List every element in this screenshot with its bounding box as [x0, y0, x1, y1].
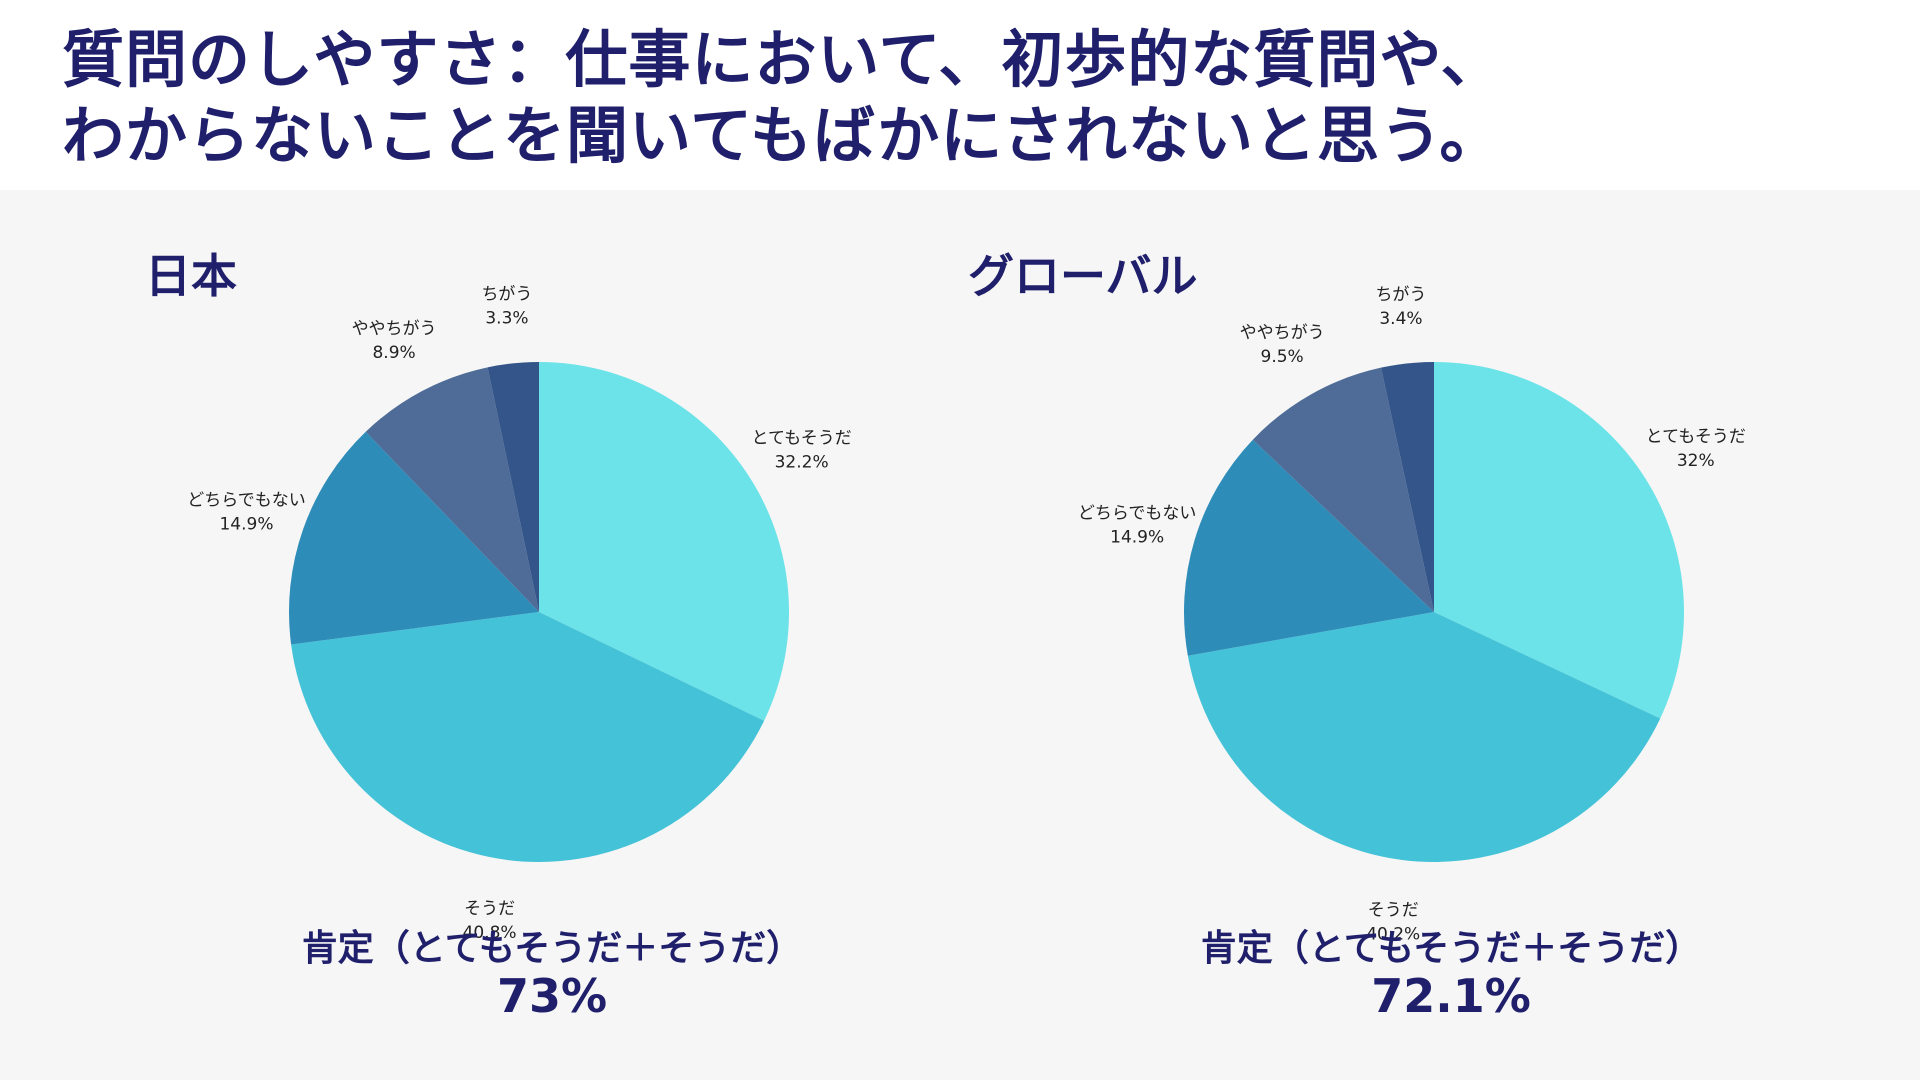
- japan-slice-label-agree: そうだ 40.8%: [463, 899, 517, 943]
- japan-slice-label-strongly-agree: とてもそうだ 32.2%: [751, 428, 851, 472]
- slice-value-label: 32.2%: [775, 452, 829, 472]
- slice-category-label: とてもそうだ: [751, 428, 851, 448]
- page-title-line-2: わからないことを聞いてもばかにされないと思う。: [62, 99, 1503, 172]
- global-pie-chart: とてもそうだ 32% そうだ 40.2% どちらでもない 14.9% ややちがう 9.5% ちが…: [1078, 285, 1746, 945]
- japan-slice-neutral: [289, 431, 539, 645]
- charts-panel: 日本 とてもそうだ 32.2% そうだ 40.8% どちらでもない 14.9% ややちがう 8…: [0, 190, 1920, 1080]
- japan-chart-title: 日本: [145, 249, 237, 303]
- global-slice-strongly-agree: [1434, 362, 1684, 719]
- slice-value-label: 40.8%: [463, 923, 517, 943]
- global-slice-label-somewhat-disagree: ややちがう 9.5%: [1240, 323, 1325, 367]
- global-summary-value: 72.1%: [1371, 969, 1531, 1023]
- slice-category-label: ちがう: [1375, 285, 1426, 305]
- slice-value-label: 32%: [1677, 451, 1715, 471]
- japan-slice-somewhat-disagree: [365, 367, 539, 612]
- global-summary-label: 肯定（とてもそうだ＋そうだ）: [1200, 928, 1702, 969]
- japan-summary-value: 73%: [496, 969, 608, 1023]
- slice-category-label: どちらでもない: [1078, 504, 1197, 524]
- slice-category-label: ややちがう: [352, 319, 437, 339]
- slice-category-label: そうだ: [464, 899, 515, 919]
- global-slice-label-disagree: ちがう 3.4%: [1375, 285, 1426, 329]
- slice-category-label: とてもそうだ: [1646, 427, 1746, 447]
- japan-chart: 日本 とてもそうだ 32.2% そうだ 40.8% どちらでもない 14.9% ややちがう 8…: [0, 190, 960, 1080]
- japan-slice-label-neutral: どちらでもない 14.9%: [187, 490, 306, 534]
- slice-value-label: 3.3%: [485, 309, 528, 329]
- slice-category-label: そうだ: [1368, 900, 1419, 920]
- slice-value-label: 8.9%: [372, 343, 415, 363]
- japan-slice-agree: [291, 612, 765, 862]
- slice-category-label: どちらでもない: [187, 490, 306, 510]
- global-chart: グローバル とてもそうだ 32% そうだ 40.2% どちらでもない 14.9% ややちがう…: [960, 190, 1920, 1080]
- global-slice-somewhat-disagree: [1252, 367, 1434, 612]
- japan-slice-disagree: [487, 362, 539, 612]
- global-slice-neutral: [1184, 439, 1434, 656]
- slice-value-label: 40.2%: [1366, 924, 1420, 944]
- global-slice-label-agree: そうだ 40.2%: [1366, 900, 1420, 944]
- japan-summary-label: 肯定（とてもそうだ＋そうだ）: [301, 928, 803, 969]
- slice-value-label: 3.4%: [1379, 309, 1422, 329]
- slice-category-label: ちがう: [481, 285, 532, 305]
- global-chart-title: グローバル: [968, 249, 1198, 303]
- japan-summary: 肯定（とてもそうだ＋そうだ） 73%: [252, 928, 852, 1022]
- japan-slice-strongly-agree: [539, 362, 789, 721]
- japan-pie-chart: とてもそうだ 32.2% そうだ 40.8% どちらでもない 14.9% ややちがう 8.9%…: [187, 285, 852, 943]
- slice-value-label: 14.9%: [1110, 528, 1164, 548]
- global-summary: 肯定（とてもそうだ＋そうだ） 72.1%: [1151, 928, 1751, 1022]
- global-slice-label-strongly-agree: とてもそうだ 32%: [1646, 427, 1746, 471]
- japan-slice-label-disagree: ちがう 3.3%: [481, 285, 532, 329]
- page-title-line-1: 質問のしやすさ：仕事において、初歩的な質問や、: [62, 23, 1504, 96]
- global-slice-label-neutral: どちらでもない 14.9%: [1078, 504, 1197, 548]
- slice-value-label: 14.9%: [219, 514, 273, 534]
- slice-category-label: ややちがう: [1240, 323, 1325, 343]
- global-slice-disagree: [1380, 362, 1434, 612]
- japan-slice-label-somewhat-disagree: ややちがう 8.9%: [352, 319, 437, 363]
- slice-value-label: 9.5%: [1261, 347, 1304, 367]
- global-slice-agree: [1187, 612, 1661, 863]
- page-title: 質問のしやすさ：仕事において、初歩的な質問や、 わからないことを聞いてもばかにさ…: [62, 22, 1882, 174]
